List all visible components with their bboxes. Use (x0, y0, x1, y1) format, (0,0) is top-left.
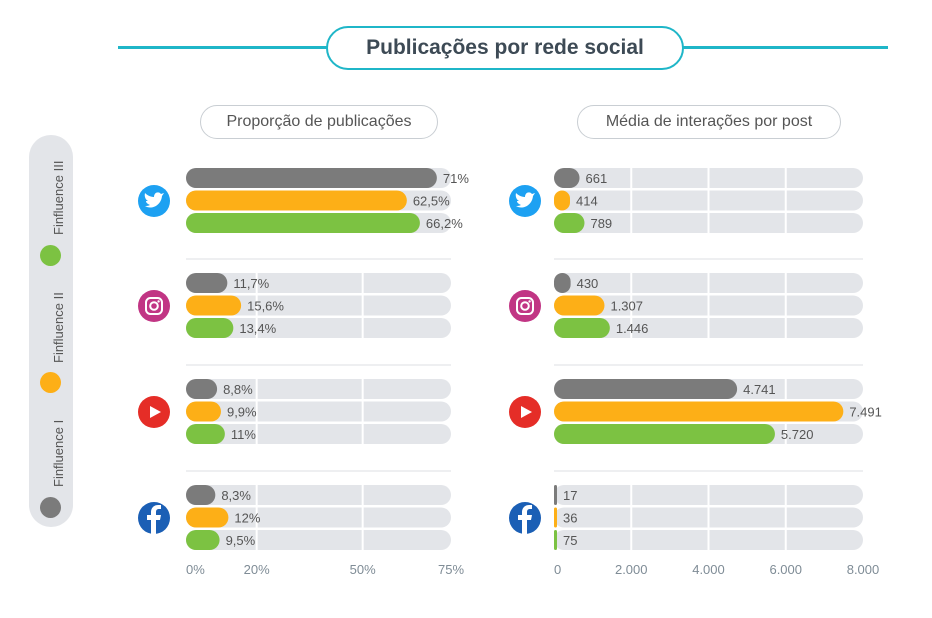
youtube-icon (138, 396, 170, 428)
x-tick-label: 50% (350, 562, 376, 577)
data-label: 12% (234, 511, 260, 526)
data-label: 13,4% (239, 321, 276, 336)
data-label: 1.446 (616, 321, 649, 336)
bar-finfluence-ii-twitter (186, 190, 407, 211)
x-tick-label: 75% (438, 562, 464, 577)
bar-finfluence-iii-twitter (554, 213, 585, 233)
data-label: 661 (586, 171, 608, 186)
x-tick-label: 2.000 (615, 562, 648, 577)
x-tick-label: 0 (554, 562, 561, 577)
data-label: 414 (576, 194, 598, 209)
bar-finfluence-i-facebook (554, 485, 557, 505)
facebook-icon (509, 502, 541, 534)
bar-finfluence-i-twitter (554, 168, 580, 188)
left-panel-title: Proporção de publicações (200, 105, 438, 139)
data-label: 11,7% (233, 276, 269, 291)
x-tick-label: 6.000 (769, 562, 802, 577)
bar-track (186, 273, 451, 293)
bar-finfluence-iii-twitter (186, 213, 420, 233)
data-label: 1.307 (610, 299, 643, 314)
bar-track (186, 401, 451, 422)
legend: Finfluence III Finfluence II Finfluence … (29, 135, 73, 527)
data-label: 36 (563, 511, 577, 526)
bar-finfluence-iii-youtube (186, 424, 225, 444)
bar-track (186, 295, 451, 316)
right-panel-title: Média de interações por post (577, 105, 841, 139)
data-label: 4.741 (743, 382, 776, 397)
bar-finfluence-i-youtube (554, 379, 738, 399)
instagram-icon (138, 290, 170, 322)
x-tick-label: 0% (186, 562, 205, 577)
data-label: 66,2% (426, 216, 463, 231)
youtube-icon (509, 396, 541, 428)
x-tick-label: 4.000 (692, 562, 725, 577)
data-label: 9,5% (226, 533, 256, 548)
bar-track (186, 379, 451, 399)
data-label: 789 (590, 216, 612, 231)
bar-track (186, 424, 451, 444)
bar-finfluence-i-facebook (186, 485, 216, 505)
bar-finfluence-iii-facebook (186, 530, 220, 550)
legend-swatch-gray (40, 497, 61, 518)
data-label: 75 (563, 533, 577, 548)
bar-track (186, 485, 451, 505)
bar-finfluence-ii-instagram (554, 295, 605, 316)
bar-finfluence-i-twitter (186, 168, 437, 188)
data-label: 5.720 (781, 427, 814, 442)
instagram-icon (509, 290, 541, 322)
bar-finfluence-i-youtube (186, 379, 218, 399)
data-label: 15,6% (247, 299, 284, 314)
bar-finfluence-i-instagram (186, 273, 228, 293)
data-label: 8,3% (221, 488, 251, 503)
bar-finfluence-iii-instagram (186, 318, 234, 338)
bar-track (186, 530, 451, 550)
bar-finfluence-ii-twitter (554, 190, 570, 211)
legend-swatch-green (40, 245, 61, 266)
bar-track (186, 507, 451, 528)
bar-track (186, 318, 451, 338)
data-label: 7.491 (849, 405, 882, 420)
twitter-icon (509, 185, 541, 217)
data-label: 430 (577, 276, 599, 291)
data-label: 62,5% (413, 194, 450, 209)
chart-title: Publicações por rede social (326, 26, 684, 70)
legend-swatch-orange (40, 372, 61, 393)
x-tick-label: 8.000 (847, 562, 880, 577)
data-label: 9,9% (227, 405, 257, 420)
x-tick-label: 20% (244, 562, 270, 577)
facebook-icon (138, 502, 170, 534)
bar-finfluence-i-instagram (554, 273, 571, 293)
bar-finfluence-iii-youtube (554, 424, 775, 444)
bar-finfluence-ii-facebook (554, 507, 557, 528)
data-label: 8,8% (223, 382, 253, 397)
bar-finfluence-iii-instagram (554, 318, 610, 338)
bar-finfluence-ii-youtube (186, 401, 221, 422)
twitter-icon (138, 185, 170, 217)
data-label: 11% (231, 427, 256, 442)
bar-finfluence-iii-facebook (554, 530, 557, 550)
bar-finfluence-ii-facebook (186, 507, 229, 528)
bar-finfluence-ii-instagram (186, 295, 242, 316)
data-label: 71% (443, 171, 469, 186)
bar-finfluence-ii-youtube (554, 401, 844, 422)
data-label: 17 (563, 488, 577, 503)
